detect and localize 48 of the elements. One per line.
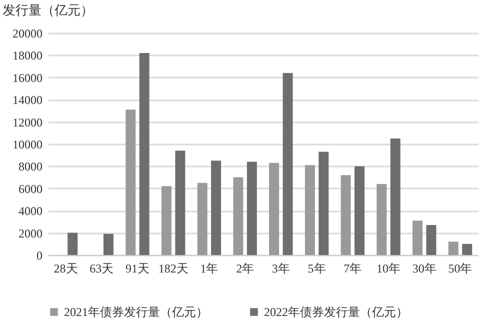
legend-label: 2022年债券发行量（亿元） — [264, 305, 408, 319]
bar — [448, 242, 458, 255]
bar — [340, 175, 351, 255]
bar — [197, 182, 208, 255]
bar — [233, 177, 244, 255]
x-tick-label: 2年 — [236, 262, 254, 276]
bar — [161, 186, 172, 255]
bar — [68, 232, 78, 255]
bar — [211, 160, 222, 255]
bar — [304, 165, 315, 255]
y-tick-label: 16000 — [12, 70, 42, 85]
x-tick-label: 182天 — [158, 262, 188, 276]
bar — [426, 225, 436, 255]
x-tick-label: 3年 — [272, 262, 290, 276]
bar — [139, 52, 150, 255]
y-tick-label: 6000 — [18, 182, 42, 196]
y-tick-label: 10000 — [12, 138, 42, 152]
y-tick-label: 0 — [36, 248, 42, 262]
bar — [246, 162, 257, 255]
x-tick-label: 7年 — [344, 262, 362, 276]
y-tick-label: 20000 — [12, 26, 42, 40]
y-tick-label: 12000 — [12, 115, 42, 130]
y-tick-label: 18000 — [12, 48, 42, 63]
bar — [390, 138, 400, 255]
x-tick-label: 50年 — [448, 262, 472, 276]
legend-label: 2021年债券发行量（亿元） — [64, 305, 208, 319]
bar — [269, 162, 280, 255]
bar — [354, 166, 365, 255]
y-tick-label: 8000 — [18, 160, 42, 174]
x-tick-label: 5年 — [308, 262, 326, 276]
y-tick-label: 2000 — [18, 226, 42, 240]
y-axis-title: 发行量（亿元） — [2, 2, 94, 18]
x-tick-label: 28天 — [54, 262, 78, 276]
bar — [103, 234, 114, 255]
bar — [376, 184, 387, 255]
bar — [412, 220, 423, 255]
bar — [318, 152, 329, 255]
x-tick-label: 63天 — [90, 262, 114, 276]
bar — [282, 72, 293, 255]
bar — [126, 110, 136, 255]
x-tick-label: 91天 — [125, 262, 150, 276]
y-tick-label: 4000 — [18, 204, 42, 218]
x-tick-label: 1年 — [200, 262, 218, 276]
x-tick-label: 10年 — [376, 262, 401, 276]
bar — [462, 244, 472, 255]
x-tick-label: 30年 — [412, 262, 436, 276]
y-tick-label: 14000 — [12, 93, 42, 108]
bar — [175, 150, 186, 255]
